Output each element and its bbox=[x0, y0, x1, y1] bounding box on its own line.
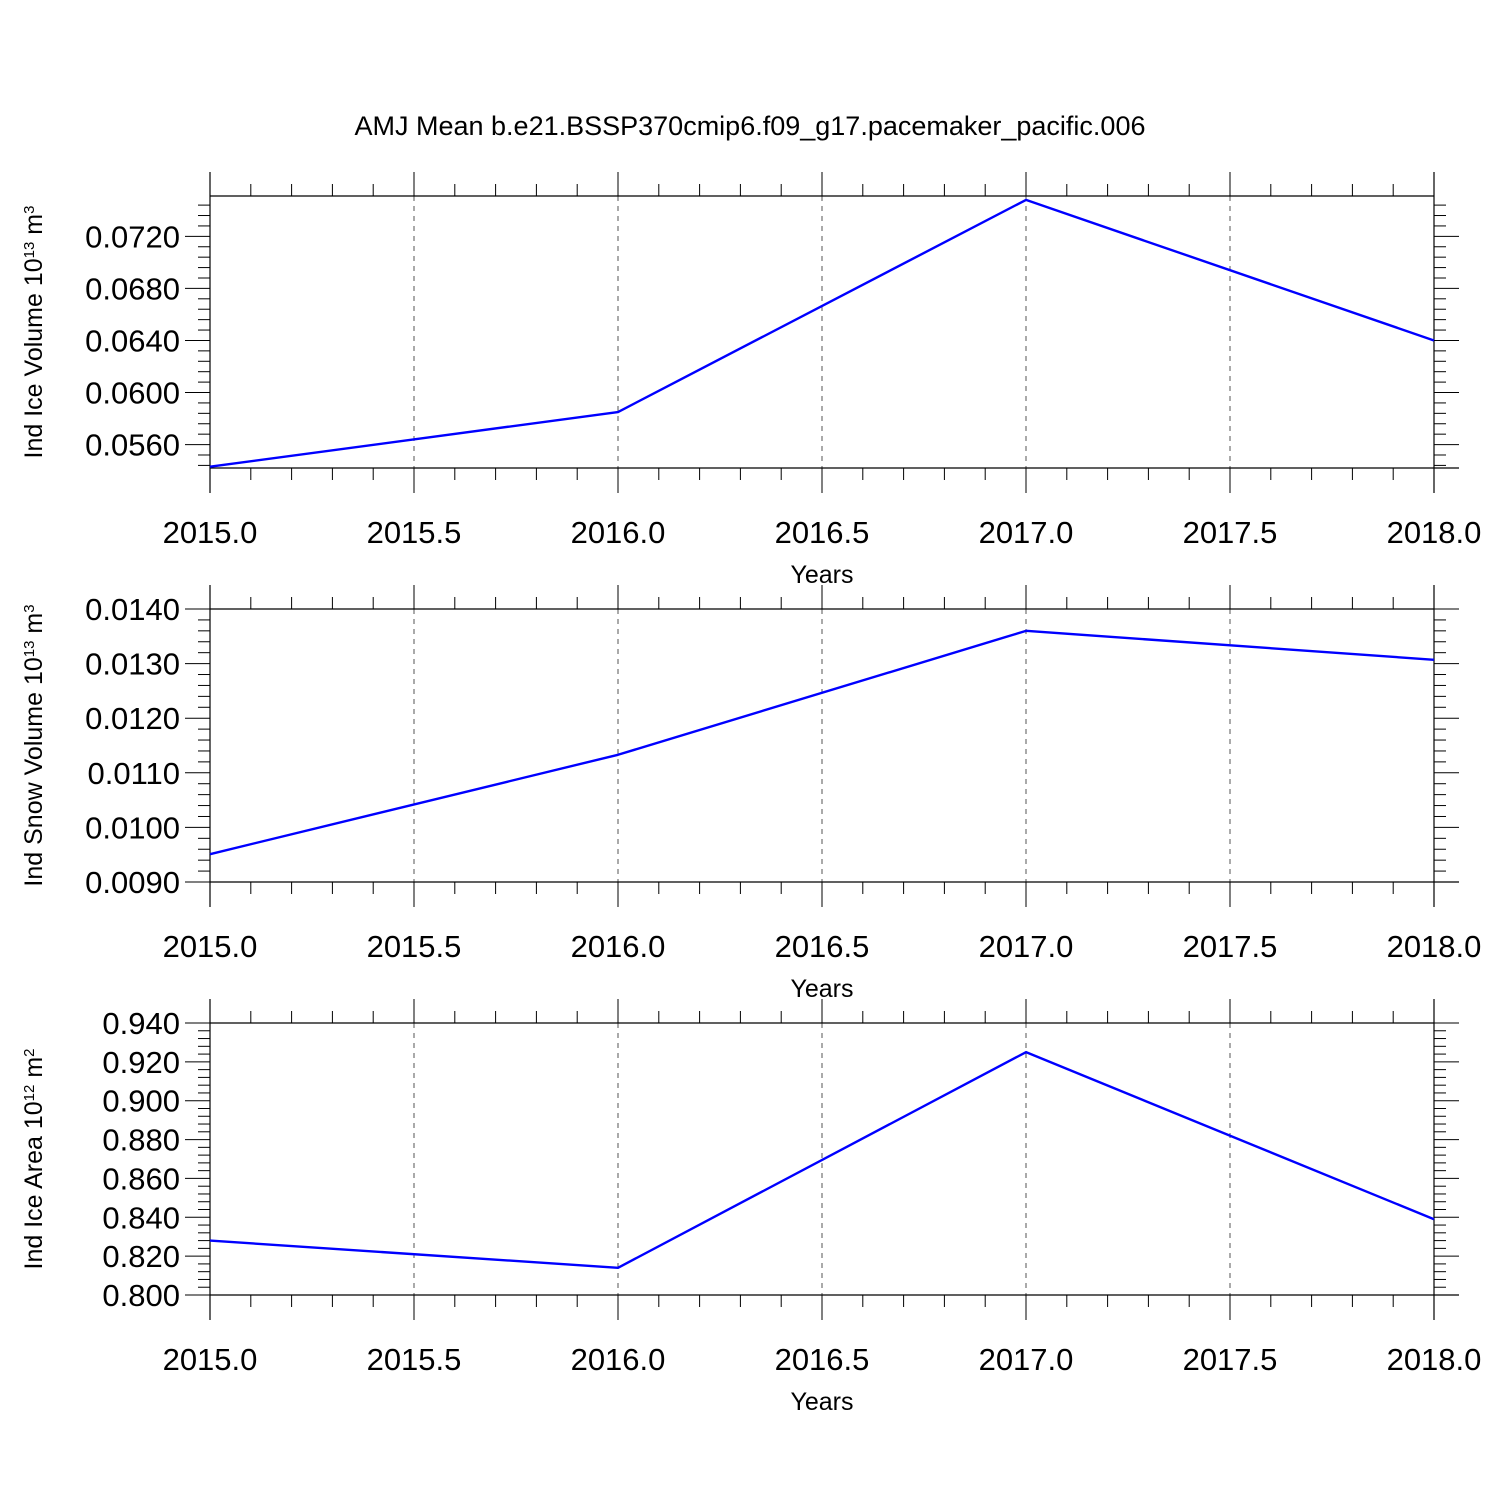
x-tick-label: 2018.0 bbox=[1387, 929, 1482, 964]
y-axis-label-superscript: 13 bbox=[21, 641, 38, 658]
x-tick-label: 2017.5 bbox=[1183, 515, 1278, 550]
x-tick-label: 2017.0 bbox=[979, 1342, 1074, 1377]
x-tick-label: 2016.5 bbox=[775, 515, 870, 550]
y-axis-label-superscript: 3 bbox=[21, 206, 38, 214]
x-tick-label: 2017.0 bbox=[979, 929, 1074, 964]
y-tick-label: 0.0680 bbox=[85, 271, 180, 306]
x-tick-label: 2016.5 bbox=[775, 1342, 870, 1377]
chart-title: AMJ Mean b.e21.BSSP370cmip6.f09_g17.pace… bbox=[355, 111, 1146, 141]
y-axis-label-superscript: 2 bbox=[21, 1049, 38, 1057]
y-axis-label-superscript: 13 bbox=[21, 242, 38, 259]
y-axis-label-part: m bbox=[20, 1057, 48, 1085]
y-tick-label: 0.900 bbox=[102, 1084, 180, 1119]
series-line bbox=[209, 1050, 1435, 1270]
x-axis-label: Years bbox=[790, 561, 853, 589]
y-tick-label: 0.920 bbox=[102, 1045, 180, 1080]
x-tick-label: 2016.0 bbox=[571, 1342, 666, 1377]
y-tick-label: 0.820 bbox=[102, 1239, 180, 1274]
y-axis-label-superscript: 3 bbox=[21, 604, 38, 612]
x-tick-label: 2017.0 bbox=[979, 515, 1074, 550]
y-axis-label-part: Ind Snow Volume 10 bbox=[20, 657, 48, 886]
x-axis-label: Years bbox=[790, 975, 853, 1003]
panel-snow-volume: 2015.0 2015.5 2016.0 2016.5 2017.0 2017.5 2018… bbox=[20, 585, 1481, 1003]
y-tick-label: 0.0140 bbox=[85, 592, 180, 627]
y-tick-label: 0.0560 bbox=[85, 428, 180, 463]
x-tick-label: 2017.5 bbox=[1183, 1342, 1278, 1377]
series-line bbox=[209, 629, 1435, 856]
x-tick-label: 2016.5 bbox=[775, 929, 870, 964]
x-axis-label: Years bbox=[790, 1388, 853, 1416]
panel-ice-area: 2015.0 2015.5 2016.0 2016.5 2017.0 2017.5 2018… bbox=[20, 999, 1481, 1416]
x-tick-label: 2018.0 bbox=[1387, 515, 1482, 550]
y-axis-label-part: Ind Ice Volume 10 bbox=[20, 258, 48, 458]
x-tick-label: 2015.5 bbox=[367, 515, 462, 550]
x-tick-label: 2018.0 bbox=[1387, 1342, 1482, 1377]
y-axis-label-part: Ind Ice Area 10 bbox=[20, 1101, 48, 1269]
x-tick-label: 2015.0 bbox=[163, 929, 258, 964]
y-axis-label: Ind Ice Volume 1013 m3 bbox=[20, 206, 48, 459]
y-tick-label: 0.880 bbox=[102, 1123, 180, 1158]
y-axis-label-part: m bbox=[20, 613, 48, 641]
y-tick-label: 0.0720 bbox=[85, 219, 180, 254]
y-tick-label: 0.0100 bbox=[85, 810, 180, 845]
series-line bbox=[209, 198, 1435, 468]
y-tick-label: 0.0640 bbox=[85, 323, 180, 358]
y-tick-label: 0.0120 bbox=[85, 701, 180, 736]
x-tick-label: 2015.0 bbox=[163, 1342, 258, 1377]
y-axis-label: Ind Snow Volume 1013 m3 bbox=[20, 604, 48, 886]
y-tick-label: 0.0110 bbox=[87, 756, 180, 791]
x-tick-label: 2016.0 bbox=[571, 515, 666, 550]
y-axis-label-superscript: 12 bbox=[21, 1085, 38, 1102]
y-tick-label: 0.800 bbox=[102, 1278, 180, 1313]
y-tick-label: 0.860 bbox=[102, 1161, 180, 1196]
panel-ice-volume: 2015.0 2015.5 2016.0 2016.5 2017.0 2017.5 2018… bbox=[20, 172, 1481, 589]
x-tick-label: 2015.5 bbox=[367, 1342, 462, 1377]
y-tick-label: 0.0130 bbox=[85, 647, 180, 682]
x-tick-label: 2015.0 bbox=[163, 515, 258, 550]
y-axis-label: Ind Ice Area 1012 m2 bbox=[20, 1049, 48, 1270]
y-axis-label-part: m bbox=[20, 214, 48, 242]
x-tick-label: 2017.5 bbox=[1183, 929, 1278, 964]
y-tick-label: 0.840 bbox=[102, 1200, 180, 1235]
y-tick-label: 0.0090 bbox=[85, 865, 180, 900]
x-tick-label: 2016.0 bbox=[571, 929, 666, 964]
y-tick-label: 0.940 bbox=[102, 1006, 180, 1041]
y-tick-label: 0.0600 bbox=[85, 376, 180, 411]
x-tick-label: 2015.5 bbox=[367, 929, 462, 964]
